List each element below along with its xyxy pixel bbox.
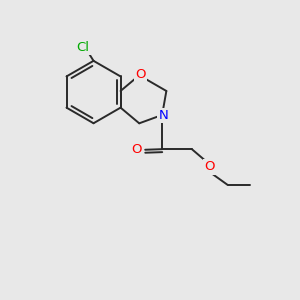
Text: O: O [136,68,146,81]
Text: O: O [204,160,215,173]
Text: Cl: Cl [76,41,90,54]
Text: N: N [159,109,169,122]
Text: O: O [131,143,142,156]
